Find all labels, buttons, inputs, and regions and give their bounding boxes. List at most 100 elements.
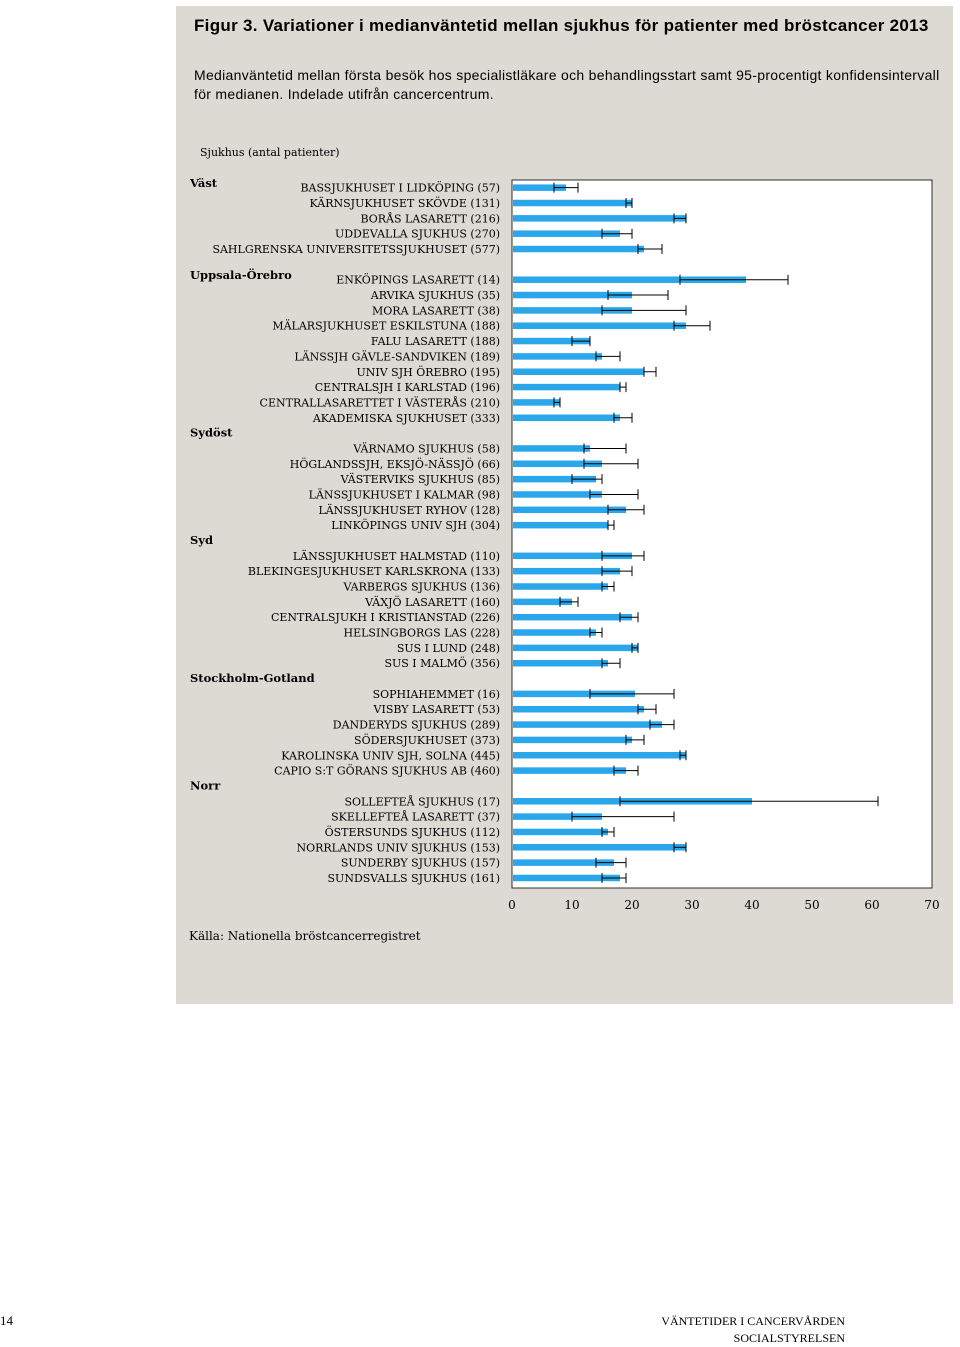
x-tick-label: 10 — [564, 898, 579, 912]
bar — [513, 276, 746, 283]
x-tick-label: 0 — [508, 898, 516, 912]
hospital-label: LÄNSSJUKHUSET HALMSTAD (110) — [293, 549, 500, 563]
bar — [513, 583, 608, 590]
bar — [513, 184, 566, 191]
hospital-label: AKADEMISKA SJUKHUSET (333) — [312, 412, 500, 425]
bar — [513, 659, 608, 667]
bar — [513, 644, 638, 652]
group-label: Sydöst — [190, 425, 233, 439]
bar — [513, 705, 644, 713]
bar — [513, 368, 644, 375]
footer-line-2: SOCIALSTYRELSEN — [733, 1331, 845, 1345]
hospital-label: SOLLEFTEÅ SJUKHUS (17) — [344, 794, 500, 808]
hospital-label: CENTRALSJH I KARLSTAD (196) — [315, 381, 500, 394]
figure-title: Figur 3. Variationer i medianväntetid me… — [194, 16, 929, 35]
bar — [513, 491, 602, 498]
bar — [513, 752, 686, 759]
hospital-label: NORRLANDS UNIV SJUKHUS (153) — [296, 841, 500, 854]
group-label: Norr — [190, 778, 221, 792]
source-note: Källa: Nationella bröstcancerregistret — [189, 929, 421, 943]
hospital-label: SUS I LUND (248) — [397, 642, 500, 655]
y-axis-title: Sjukhus (antal patienter) — [200, 146, 340, 159]
hospital-label: ÖSTERSUNDS SJUKHUS (112) — [325, 825, 500, 839]
x-tick-label: 30 — [684, 898, 699, 912]
bar — [513, 844, 686, 851]
bar — [513, 736, 632, 744]
hospital-label: HELSINGBORGS LAS (228) — [344, 627, 501, 640]
bar — [513, 230, 620, 237]
hospital-label: SUNDSVALLS SJUKHUS (161) — [328, 872, 500, 885]
bar — [513, 629, 596, 636]
x-tick-label: 50 — [804, 898, 819, 912]
bar — [513, 460, 602, 468]
bar — [513, 690, 635, 698]
hospital-label: CENTRALSJUKH I KRISTIANSTAD (226) — [271, 611, 500, 624]
hospital-label: UDDEVALLA SJUKHUS (270) — [335, 228, 500, 241]
hospital-label: MORA LASARETT (38) — [372, 304, 500, 317]
group-label: Väst — [189, 176, 218, 190]
bar — [513, 552, 632, 560]
hospital-label: SUS I MALMÖ (356) — [384, 656, 500, 670]
bar — [513, 337, 590, 345]
bar — [513, 813, 602, 820]
hospital-label: FALU LASARETT (188) — [371, 335, 500, 348]
hospital-label: HÖGLANDSSJH, EKSJÖ-NÄSSJÖ (66) — [290, 457, 500, 471]
hospital-label: CAPIO S:T GÖRANS SJUKHUS AB (460) — [274, 764, 500, 778]
hospital-label: SAHLGRENSKA UNIVERSITETSSJUKHUSET (577) — [212, 243, 500, 256]
hospital-label: ARVIKA SJUKHUS (35) — [370, 289, 500, 302]
hospital-label: LINKÖPINGS UNIV SJH (304) — [331, 518, 500, 532]
bar — [513, 521, 608, 529]
group-label: Uppsala-Örebro — [190, 268, 292, 282]
hospital-label: SUNDERBY SJUKHUS (157) — [341, 857, 500, 870]
hospital-label: CENTRALLASARETTET I VÄSTERÅS (210) — [260, 395, 500, 409]
x-tick-label: 60 — [864, 898, 879, 912]
group-label: Stockholm-Gotland — [190, 671, 315, 685]
hospital-label: VÄRNAMO SJUKHUS (58) — [352, 441, 500, 455]
hospital-label: LÄNSSJUKHUSET I KALMAR (98) — [309, 487, 500, 501]
bar — [513, 874, 620, 882]
figure-description: Medianväntetid mellan första besök hos s… — [194, 67, 940, 102]
hospital-label: BASSJUKHUSET I LIDKÖPING (57) — [300, 181, 500, 195]
bar — [513, 215, 686, 222]
hospital-label: SKELLEFTEÅ LASARETT (37) — [331, 810, 500, 824]
bar — [513, 245, 644, 253]
bar — [513, 828, 608, 836]
bar — [513, 767, 626, 774]
footer-line-1: VÄNTETIDER I CANCERVÅRDEN — [661, 1314, 845, 1328]
bar — [513, 383, 620, 391]
x-tick-label: 70 — [924, 898, 939, 912]
footer-publisher: VÄNTETIDER I CANCERVÅRDEN SOCIALSTYRELSE… — [661, 1313, 845, 1347]
hospital-label: SÖDERSJUKHUSET (373) — [354, 733, 500, 747]
hospital-label: VÄXJÖ LASARETT (160) — [364, 595, 500, 609]
bar — [513, 859, 614, 866]
hospital-label: LÄNSSJUKHUSET RYHOV (128) — [318, 503, 500, 517]
bar — [513, 199, 632, 207]
x-tick-label: 20 — [624, 898, 639, 912]
x-tick-label: 40 — [744, 898, 759, 912]
bar — [513, 613, 632, 621]
hospital-label: DANDERYDS SJUKHUS (289) — [333, 719, 500, 732]
hospital-label: UNIV SJH ÖREBRO (195) — [356, 365, 500, 379]
bar — [513, 414, 620, 422]
hospital-label: VISBY LASARETT (53) — [373, 703, 500, 716]
bar — [513, 322, 686, 329]
hospital-label: VÄSTERVIKS SJUKHUS (85) — [340, 472, 500, 486]
hospital-label: ENKÖPINGS LASARETT (14) — [336, 273, 500, 287]
bar — [513, 291, 632, 299]
bar — [513, 721, 662, 728]
bar — [513, 307, 632, 314]
hospital-label: MÄLARSJUKHUSET ESKILSTUNA (188) — [272, 319, 500, 333]
bar — [513, 353, 602, 360]
hospital-label: KAROLINSKA UNIV SJH, SOLNA (445) — [281, 749, 500, 762]
hospital-label: VARBERGS SJUKHUS (136) — [342, 581, 500, 594]
bar — [513, 567, 620, 575]
hospital-label: BORÅS LASARETT (216) — [360, 211, 500, 225]
bar — [513, 475, 596, 483]
hospital-label: SOPHIAHEMMET (16) — [373, 688, 500, 701]
group-label: Syd — [190, 533, 213, 547]
bar — [513, 445, 590, 452]
hospital-label: LÄNSSJH GÄVLE-SANDVIKEN (189) — [294, 349, 500, 363]
page-number: 14 — [0, 1313, 13, 1328]
bar — [513, 399, 560, 406]
